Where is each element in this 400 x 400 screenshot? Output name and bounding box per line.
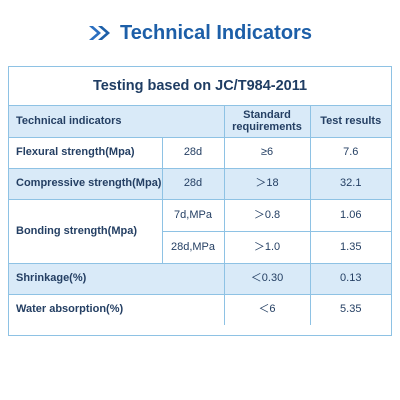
table-row: Water absorption(%) ＜6 5.35 xyxy=(9,293,391,325)
indicators-table-panel: Testing based on JC/T984-2011 Technical … xyxy=(8,66,392,336)
row-condition: 7d,MPa xyxy=(161,198,225,232)
double-chevron-right-icon xyxy=(88,25,112,41)
column-header-standard: Standard requirements xyxy=(223,106,311,138)
row-result: 5.35 xyxy=(309,293,391,325)
column-header-result: Test results xyxy=(309,106,391,138)
row-standard: ≥6 xyxy=(223,136,311,169)
column-header-indicator: Technical indicators xyxy=(9,106,225,138)
row-name: Bonding strength(Mpa) xyxy=(9,198,163,264)
table-header-row: Technical indicators Standard requiremen… xyxy=(9,106,391,138)
row-result: 1.35 xyxy=(309,230,391,264)
row-standard: ＞0.8 xyxy=(223,198,311,232)
row-result: 32.1 xyxy=(309,167,391,200)
page-title: Technical Indicators xyxy=(120,21,312,44)
indicators-table: Technical indicators Standard requiremen… xyxy=(9,106,391,325)
row-result: 7.6 xyxy=(309,136,391,169)
row-standard: ＞1.0 xyxy=(223,230,311,264)
row-result: 1.06 xyxy=(309,198,391,232)
row-name: Shrinkage(%) xyxy=(9,262,225,295)
page-header: Technical Indicators xyxy=(0,18,400,48)
table-row: Flexural strength(Mpa) 28d ≥6 7.6 xyxy=(9,136,391,169)
row-result: 0.13 xyxy=(309,262,391,295)
row-name: Water absorption(%) xyxy=(9,293,225,325)
table-row: Compressive strength(Mpa) 28d ＞18 32.1 xyxy=(9,167,391,200)
row-name: Compressive strength(Mpa) xyxy=(9,167,163,200)
table-row: Shrinkage(%) ＜0.30 0.13 xyxy=(9,262,391,295)
row-condition: 28d,MPa xyxy=(162,230,225,264)
row-standard: ＜6 xyxy=(223,293,311,325)
row-condition: 28d xyxy=(161,136,225,169)
table-row: Bonding strength(Mpa) 7d,MPa ＞0.8 1.06 xyxy=(9,198,391,264)
row-standard: ＜0.30 xyxy=(223,262,311,295)
table-caption: Testing based on JC/T984-2011 xyxy=(9,67,391,106)
row-standard: ＞18 xyxy=(223,167,311,200)
row-name: Flexural strength(Mpa) xyxy=(9,136,163,169)
table-row: 28d,MPa ＞1.0 1.35 xyxy=(9,230,391,264)
row-condition: 28d xyxy=(161,167,225,200)
